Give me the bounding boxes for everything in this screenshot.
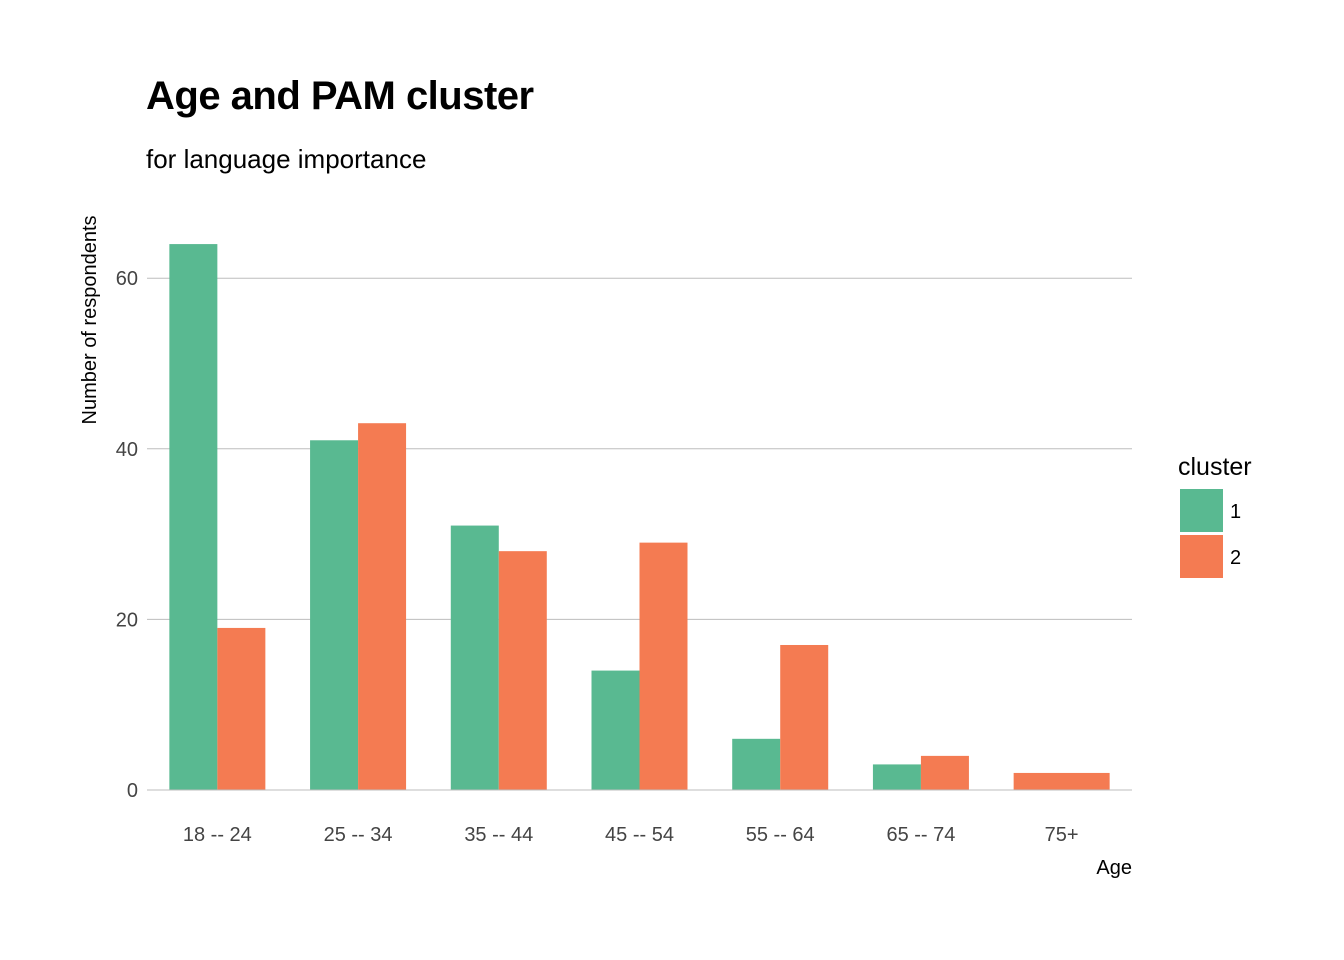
bar: [217, 627, 266, 790]
legend-label: 2: [1230, 547, 1241, 569]
y-axis-label: Number of respondents: [79, 215, 101, 424]
legend-key: [1180, 535, 1223, 578]
legend-title: cluster: [1178, 453, 1252, 481]
x-axis-ticks: 18 -- 24 25 -- 34 35 -- 44 45 -- 54 55 -- 64…: [183, 824, 1079, 846]
bar: [450, 525, 499, 790]
chart-subtitle: for language importance: [146, 144, 427, 174]
x-tick-label: 55 -- 64: [746, 824, 815, 846]
y-tick-label: 60: [116, 268, 138, 290]
x-axis-label: Age: [1096, 857, 1132, 879]
legend-key: [1180, 489, 1223, 532]
legend-label: 1: [1230, 501, 1241, 523]
bar: [591, 670, 640, 790]
bar: [310, 440, 359, 790]
chart-title: Age and PAM cluster: [146, 74, 534, 118]
x-tick-label: 25 -- 34: [324, 824, 393, 846]
y-tick-label: 0: [127, 780, 138, 802]
bar: [169, 244, 218, 790]
y-tick-label: 40: [116, 439, 138, 461]
x-tick-label: 65 -- 74: [886, 824, 955, 846]
y-axis-ticks: 0 20 40 60: [116, 268, 138, 802]
legend: cluster 1 2: [1178, 453, 1252, 578]
bar: [639, 542, 688, 790]
x-tick-label: 75+: [1045, 824, 1079, 846]
bar: [1013, 772, 1110, 790]
bar: [498, 551, 547, 790]
x-tick-label: 35 -- 44: [464, 824, 533, 846]
bar: [732, 738, 781, 790]
x-tick-label: 18 -- 24: [183, 824, 252, 846]
y-tick-label: 20: [116, 609, 138, 631]
bar: [920, 755, 969, 790]
x-tick-label: 45 -- 54: [605, 824, 674, 846]
bars: [147, 244, 1132, 791]
bar: [780, 644, 829, 790]
bar: [358, 423, 407, 790]
bar: [872, 764, 921, 790]
